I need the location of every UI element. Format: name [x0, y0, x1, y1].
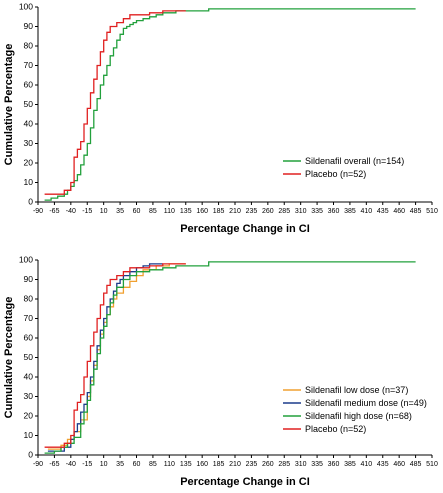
x-tick-label: 410: [360, 208, 372, 215]
x-tick-label: 160: [196, 208, 208, 215]
x-tick-label: 510: [426, 461, 438, 468]
x-tick-label: -15: [82, 461, 92, 468]
x-tick-label: 360: [328, 461, 340, 468]
x-tick-label: -90: [33, 208, 43, 215]
y-tick-label: 60: [24, 80, 34, 90]
y-tick-label: 10: [24, 430, 34, 440]
y-tick-label: 100: [19, 2, 33, 12]
x-tick-label: 485: [410, 208, 422, 215]
y-axis-title: Cumulative Percentage: [3, 297, 15, 419]
x-tick-label: -40: [66, 461, 76, 468]
x-tick-label: -15: [82, 208, 92, 215]
y-tick-label: 70: [24, 313, 34, 323]
legend-label-1: Sildenafil low dose (n=37): [305, 385, 408, 395]
series-line-2: [44, 10, 186, 195]
y-tick-label: 40: [24, 119, 34, 129]
legend-label-3: Sildenafil high dose (n=68): [305, 411, 412, 421]
x-tick-label: 185: [213, 208, 225, 215]
x-tick-label: 460: [393, 208, 405, 215]
x-tick-label: 510: [426, 208, 438, 215]
y-tick-label: 20: [24, 158, 34, 168]
series-line-3: [44, 261, 416, 454]
y-tick-label: 80: [24, 41, 34, 51]
x-tick-label: 410: [360, 461, 372, 468]
series-line-4: [44, 263, 186, 448]
x-tick-label: 310: [295, 208, 307, 215]
x-tick-label: 435: [377, 461, 389, 468]
x-tick-label: 110: [164, 208, 175, 215]
x-tick-label: 285: [278, 208, 290, 215]
y-tick-label: 30: [24, 391, 34, 401]
x-tick-label: 485: [410, 461, 422, 468]
x-tick-label: -90: [33, 461, 43, 468]
x-tick-label: 110: [164, 461, 175, 468]
y-tick-label: 0: [28, 450, 33, 460]
y-tick-label: 0: [28, 197, 33, 207]
legend-label-2: Sildenafil medium dose (n=49): [305, 398, 427, 408]
y-tick-label: 50: [24, 99, 34, 109]
y-tick-label: 50: [24, 352, 34, 362]
x-tick-label: 460: [393, 461, 405, 468]
x-tick-label: 85: [149, 461, 157, 468]
x-tick-label: 135: [180, 461, 192, 468]
x-tick-label: 10: [100, 461, 108, 468]
y-tick-label: 20: [24, 411, 34, 421]
x-tick-label: 60: [133, 208, 141, 215]
x-tick-label: 435: [377, 208, 389, 215]
x-tick-label: 285: [278, 461, 290, 468]
x-tick-label: 210: [229, 461, 241, 468]
x-tick-label: 335: [311, 461, 323, 468]
x-tick-label: 385: [344, 208, 356, 215]
series-line-1: [47, 263, 186, 450]
y-tick-label: 40: [24, 372, 34, 382]
y-tick-label: 90: [24, 274, 34, 284]
x-tick-label: 235: [246, 461, 258, 468]
y-axis-title: Cumulative Percentage: [3, 44, 15, 166]
x-tick-label: 260: [262, 461, 274, 468]
x-tick-label: -65: [49, 461, 59, 468]
x-tick-label: 185: [213, 461, 225, 468]
x-tick-label: 10: [100, 208, 108, 215]
x-tick-label: 35: [116, 208, 124, 215]
y-tick-label: 70: [24, 60, 34, 70]
x-tick-label: 335: [311, 208, 323, 215]
legend-label-4: Placebo (n=52): [305, 424, 366, 434]
x-tick-label: 160: [196, 461, 208, 468]
legend-label-2: Placebo (n=52): [305, 169, 366, 179]
x-tick-label: 85: [149, 208, 157, 215]
x-tick-label: 385: [344, 461, 356, 468]
x-tick-label: 60: [133, 461, 141, 468]
x-axis-title: Percentage Change in CI: [180, 223, 310, 235]
legend-label-1: Sildenafil overall (n=154): [305, 156, 404, 166]
x-tick-label: -65: [49, 208, 59, 215]
x-axis-title: Percentage Change in CI: [180, 476, 310, 488]
x-tick-label: 210: [229, 208, 241, 215]
x-tick-label: -40: [66, 208, 76, 215]
y-tick-label: 30: [24, 138, 34, 148]
y-tick-label: 60: [24, 333, 34, 343]
x-tick-label: 310: [295, 461, 307, 468]
series-line-1: [44, 8, 416, 201]
x-tick-label: 360: [328, 208, 340, 215]
x-tick-label: 135: [180, 208, 192, 215]
y-tick-label: 10: [24, 177, 34, 187]
y-tick-label: 100: [19, 255, 33, 265]
x-tick-label: 260: [262, 208, 274, 215]
x-tick-label: 35: [116, 461, 124, 468]
series-line-2: [47, 263, 163, 452]
y-tick-label: 90: [24, 21, 34, 31]
x-tick-label: 235: [246, 208, 258, 215]
y-tick-label: 80: [24, 294, 34, 304]
